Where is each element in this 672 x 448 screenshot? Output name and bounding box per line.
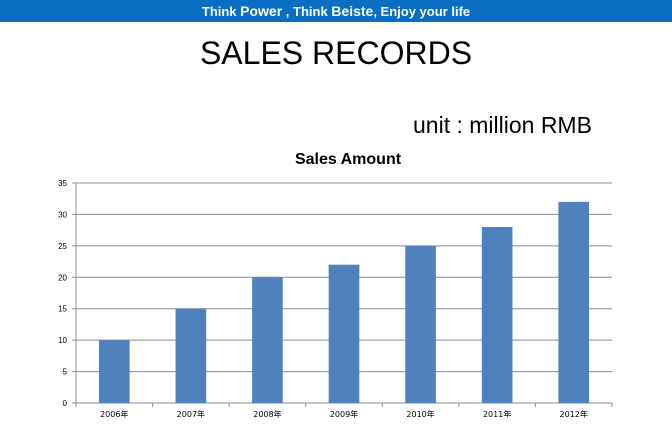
unit-label: unit : million RMB (413, 112, 592, 138)
x-tick-label: 2009年 (330, 409, 358, 419)
y-tick-label: 10 (58, 336, 67, 345)
chart-title: Sales Amount (295, 151, 402, 168)
bar (328, 264, 360, 403)
bar (98, 340, 130, 403)
banner-text-3: , Think (282, 4, 332, 19)
bar (405, 245, 436, 403)
x-tick-label: 2010年 (406, 409, 434, 419)
x-tick-label: 2012年 (560, 409, 588, 419)
x-tick-label: 2007年 (177, 409, 205, 419)
y-tick-label: 15 (58, 305, 67, 314)
banner-text-2: Power (240, 3, 283, 19)
x-tick-label: 2008年 (253, 409, 281, 419)
x-tick-label: 2006年 (100, 409, 128, 419)
top-banner: Think Power , Think Beiste, Enjoy your l… (0, 0, 672, 22)
y-tick-label: 20 (58, 273, 67, 282)
y-tick-label: 0 (63, 399, 68, 408)
y-tick-label: 5 (63, 368, 68, 377)
bar (175, 308, 207, 403)
bar (481, 227, 513, 403)
banner-text-5: , Enjoy your life (373, 4, 471, 19)
x-tick-label: 2011年 (483, 409, 511, 419)
y-tick-label: 30 (58, 210, 67, 219)
bar (252, 277, 283, 403)
y-tick-label: 35 (58, 179, 67, 188)
page-title: SALES RECORDS (199, 35, 473, 71)
bar (558, 201, 590, 403)
banner-text-1: Think (201, 4, 241, 19)
banner-text-4: Beiste (331, 3, 374, 19)
y-tick-label: 25 (58, 242, 67, 251)
